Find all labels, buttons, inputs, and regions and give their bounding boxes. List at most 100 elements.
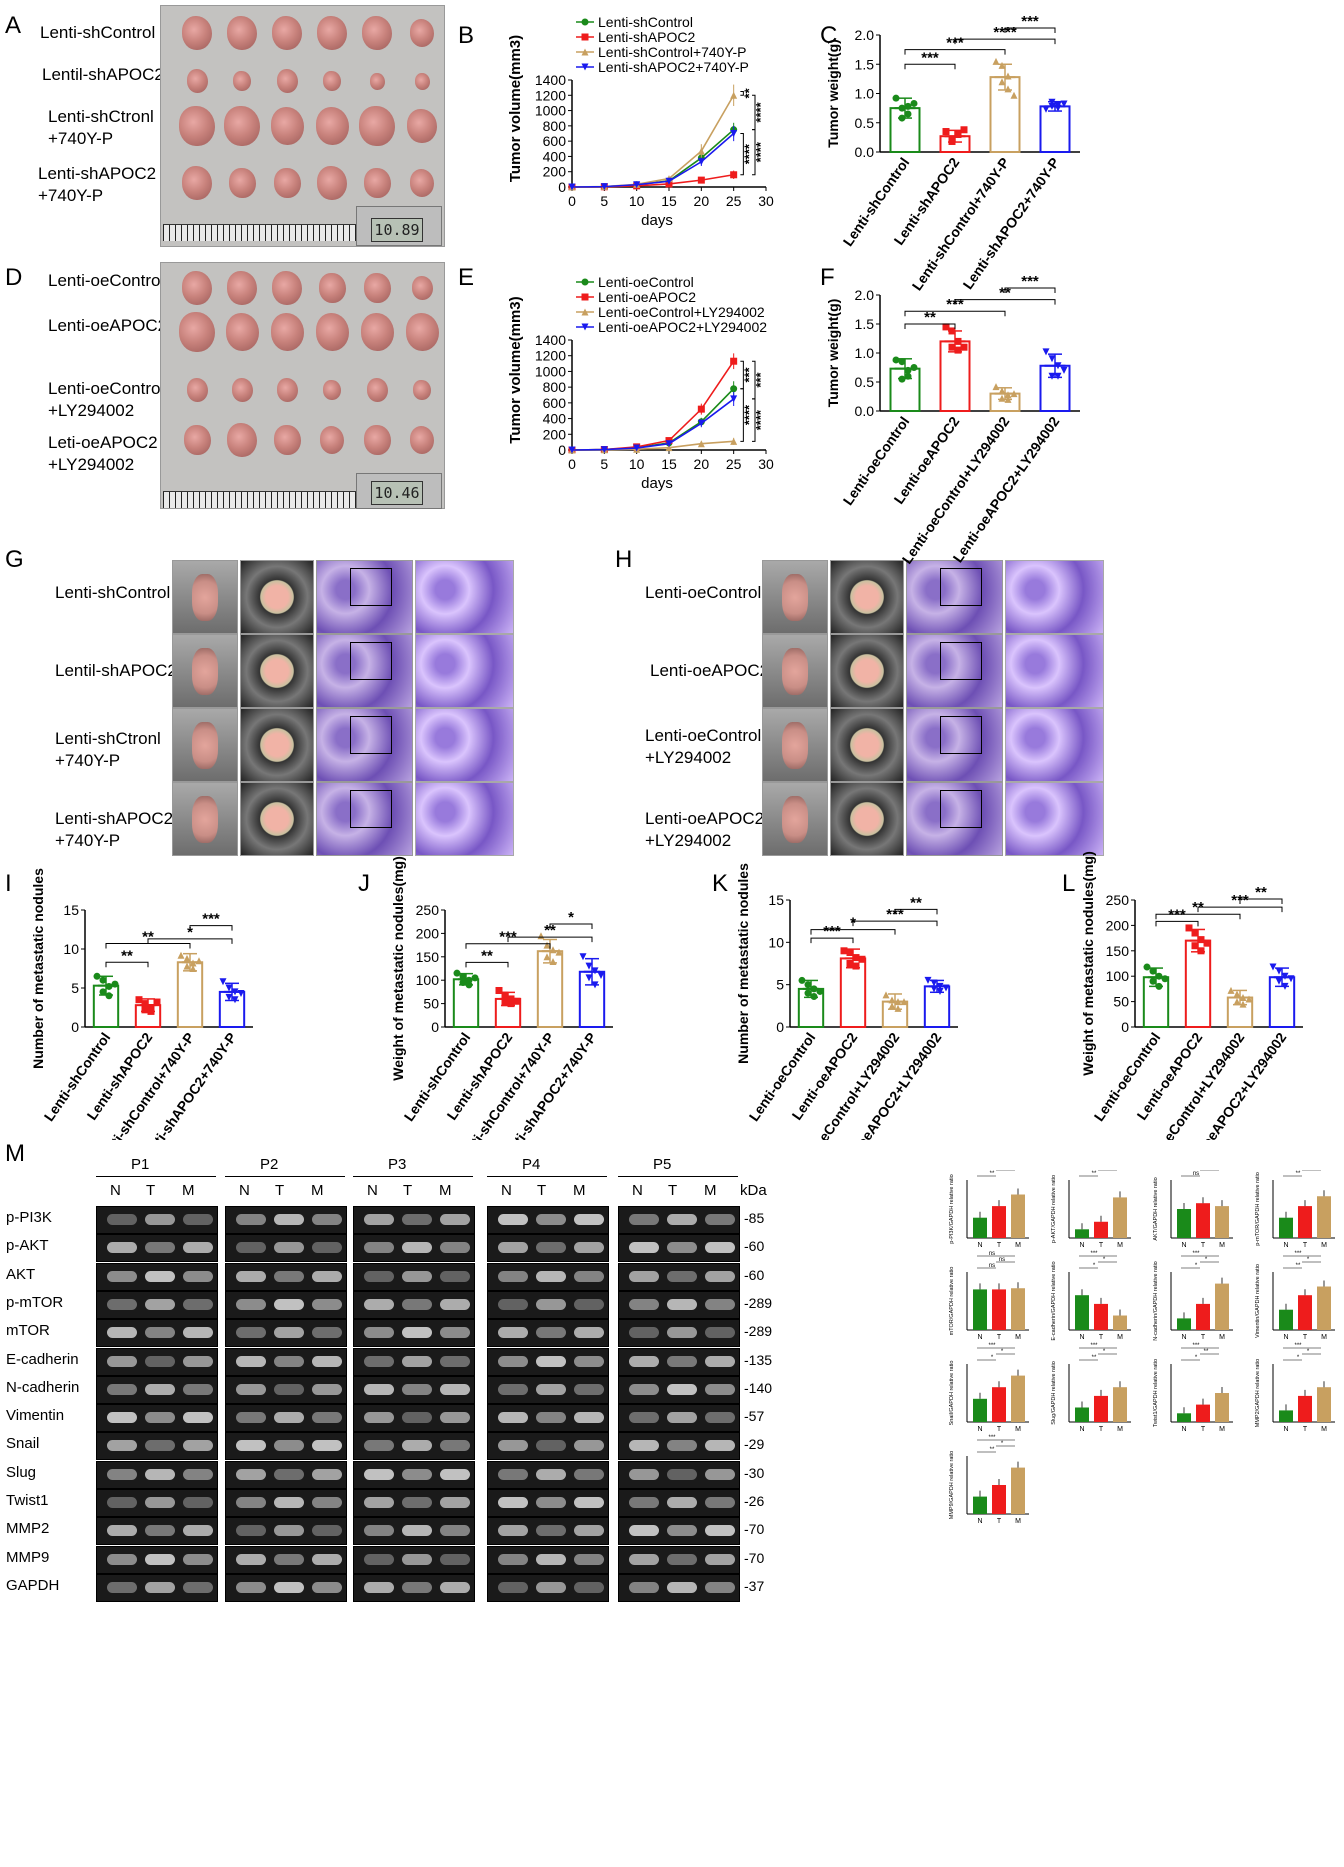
protein-band: [236, 1327, 266, 1339]
legend-entry: Lenti-shAPOC2+740Y-P: [598, 59, 749, 75]
significance-bracket: [1239, 898, 1283, 904]
protein-band: [629, 1497, 659, 1508]
protein-band: [498, 1242, 528, 1254]
tumor: [410, 426, 434, 454]
data-point: [1185, 924, 1193, 932]
significance-bracket: [507, 936, 593, 943]
protein-band: [629, 1412, 659, 1424]
protein-band: [312, 1298, 342, 1310]
data-point: [852, 954, 860, 962]
blot-strip: [96, 1290, 218, 1319]
protein-band: [498, 1214, 528, 1225]
data-point: [888, 996, 896, 1004]
significance-label: *: [1195, 1355, 1198, 1361]
protein-band: [183, 1525, 213, 1537]
data-point: [1054, 362, 1062, 370]
significance-label: ***: [741, 366, 756, 382]
protein-band: [107, 1383, 137, 1395]
tumor: [315, 107, 349, 145]
he-high-magnification: [1005, 634, 1104, 708]
bar: [1011, 1194, 1025, 1238]
protein-band: [402, 1440, 432, 1452]
tumor: [366, 378, 388, 402]
lane-label: N: [632, 1182, 643, 1199]
series-line: [571, 132, 735, 188]
data-point: [141, 1006, 149, 1014]
protein-label: AKT: [6, 1265, 36, 1283]
protein-label: E-cadherin: [6, 1350, 79, 1368]
blot-strip: [96, 1262, 218, 1291]
protein-label: MMP9: [6, 1548, 50, 1566]
protein-band: [236, 1525, 266, 1537]
protein-band: [145, 1440, 175, 1452]
significance-label: ns: [989, 1251, 995, 1257]
protein-band: [629, 1355, 659, 1367]
group-label-g3: Lenti-shCtronl +740Y-P: [55, 729, 161, 770]
data-point: [892, 94, 900, 102]
data-point: [954, 130, 962, 138]
y-tick-label: 0.5: [855, 374, 875, 390]
significance-label: ****: [753, 141, 768, 162]
significance-bracket: [752, 129, 756, 176]
he-high-magnification: [415, 634, 514, 708]
protein-band: [236, 1440, 266, 1452]
y-tick-label: 150: [416, 949, 440, 965]
protein-band: [183, 1327, 213, 1339]
x-tick-label: Lenti-shControl+740Y-P: [909, 155, 1013, 294]
protein-band: [145, 1581, 175, 1593]
data-point: [697, 158, 705, 166]
blot-strip: [487, 1432, 609, 1461]
blot-strip: [618, 1545, 740, 1574]
blot-strip: [487, 1234, 609, 1263]
x-tick-label: T: [1099, 1426, 1104, 1433]
x-tick-label: T: [997, 1518, 1002, 1525]
lane-label: T: [537, 1182, 547, 1199]
data-point: [730, 357, 738, 365]
x-tick-label: N: [977, 1426, 982, 1433]
blot-strip: [618, 1319, 740, 1348]
x-tick-label: T: [997, 1334, 1002, 1341]
y-axis-label: Number of metastatic nodules: [30, 868, 46, 1069]
protein-band: [183, 1355, 213, 1367]
data-point: [633, 444, 641, 452]
data-point: [1004, 391, 1012, 399]
protein-band: [440, 1270, 470, 1282]
panel-label-h: H: [615, 546, 633, 573]
protein-band: [183, 1383, 213, 1395]
significance-label: ns: [1203, 1170, 1209, 1171]
protein-band: [236, 1298, 266, 1310]
significance-label: **: [544, 922, 556, 939]
he-high-magnification: [1005, 782, 1104, 856]
y-axis-label: N-cadherin/GAPDH relative ratio: [1153, 1261, 1159, 1340]
bar: [923, 985, 951, 1028]
panel-label-g: G: [5, 546, 24, 573]
blot-strip: [225, 1432, 347, 1461]
protein-band: [145, 1214, 175, 1225]
data-point: [665, 177, 673, 185]
y-axis-label: E-cadherin/GAPDH relative ratio: [1051, 1261, 1057, 1340]
blot-strip: [96, 1460, 218, 1489]
data-point: [948, 327, 956, 335]
tumor: [270, 313, 304, 351]
he-low-magnification: [316, 782, 413, 856]
bar: [1279, 1410, 1293, 1422]
blot-strip: [353, 1347, 475, 1376]
significance-bracket: [465, 943, 551, 949]
x-tick-label: 10: [629, 193, 645, 209]
blot-strip: [353, 1234, 475, 1263]
patient-underline: [225, 1176, 345, 1177]
protein-band: [236, 1242, 266, 1254]
protein-band: [236, 1270, 266, 1282]
protein-band: [402, 1468, 432, 1480]
data-point: [1042, 348, 1050, 356]
data-point: [942, 323, 950, 331]
protein-band: [498, 1412, 528, 1424]
patient-underline: [96, 1176, 216, 1177]
bar: [1298, 1395, 1312, 1422]
protein-band: [312, 1270, 342, 1282]
bar: [1177, 1318, 1191, 1330]
data-point: [1197, 936, 1205, 944]
zoom-box: [940, 642, 982, 680]
significance-label: **: [1255, 884, 1267, 901]
